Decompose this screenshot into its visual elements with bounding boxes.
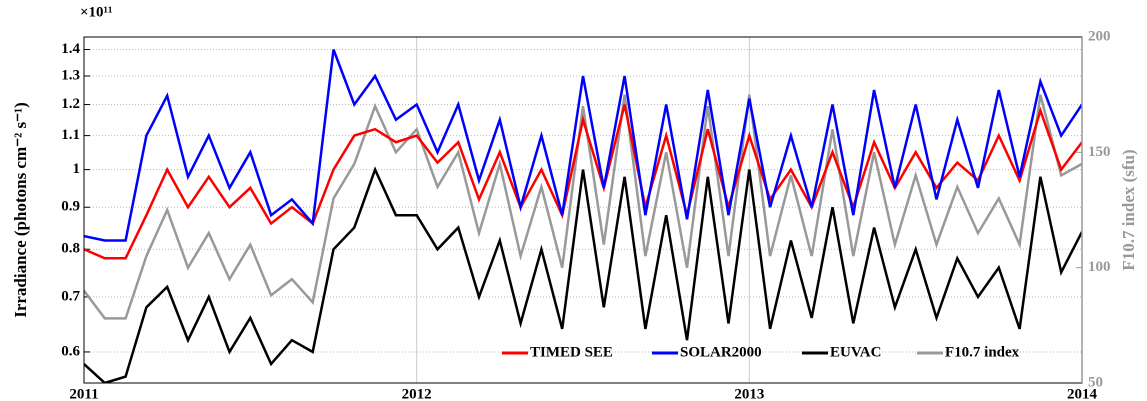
y-tick-label: 0.8 — [61, 241, 80, 257]
x-tick-label: 2014 — [1067, 386, 1098, 401]
y2-tick-label: 200 — [1088, 28, 1111, 44]
y2-tick-label: 50 — [1088, 374, 1103, 390]
series-line — [84, 49, 1082, 242]
y-tick-label: 1.4 — [61, 41, 80, 57]
y2-tick-label: 150 — [1088, 144, 1111, 160]
legend-label: EUVAC — [830, 344, 881, 360]
y-tick-label: 1 — [73, 161, 81, 177]
y-tick-label: 0.7 — [61, 288, 80, 304]
y-multiplier: ×10¹¹ — [80, 4, 113, 20]
series-line — [84, 104, 1082, 260]
series-line — [84, 166, 1082, 383]
y-axis-label: Irradiance (photons cm⁻² s⁻¹) — [11, 102, 30, 318]
plot-frame — [83, 36, 1083, 384]
legend-label: TIMED SEE — [530, 344, 613, 360]
y-tick-label: 1.3 — [61, 67, 80, 83]
y-tick-label: 0.6 — [61, 343, 80, 359]
y-tick-label: 1.1 — [61, 127, 80, 143]
y2-axis-label: F10.7 index (sfu) — [1119, 149, 1138, 270]
y2-tick-label: 100 — [1088, 259, 1111, 275]
x-tick-label: 2013 — [734, 386, 764, 401]
x-tick-label: 2012 — [402, 386, 432, 401]
legend-label: SOLAR2000 — [680, 344, 762, 360]
series-line — [84, 94, 1082, 320]
x-tick-label: 2011 — [69, 386, 98, 401]
y-tick-label: 1.2 — [61, 96, 80, 112]
y-tick-label: 0.9 — [61, 199, 80, 215]
legend-label: F10.7 index — [945, 344, 1020, 360]
